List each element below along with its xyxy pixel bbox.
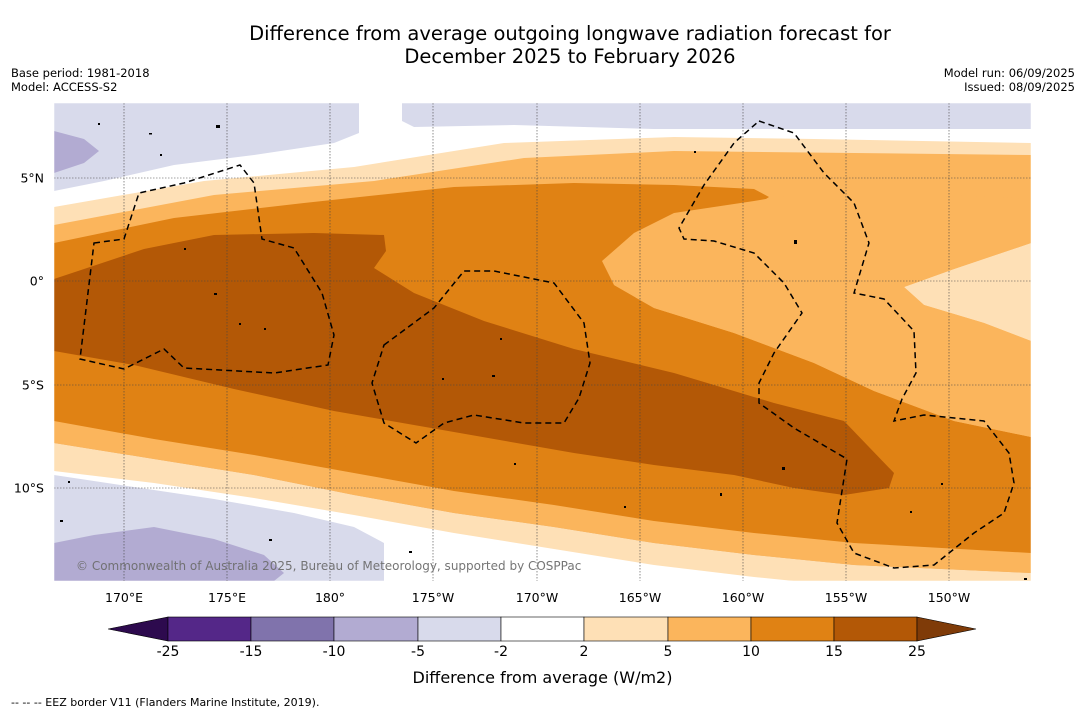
- positive-anomaly-east: [904, 243, 1031, 341]
- y-tick-5s: 5°S: [21, 377, 44, 393]
- x-tick-160w: 160°W: [721, 590, 765, 605]
- graticule: [54, 103, 1031, 581]
- copyright-notice: © Commonwealth of Australia 2025, Bureau…: [76, 559, 582, 573]
- anomaly-5-10-south: [54, 421, 1031, 573]
- y-tick-5n: 5°N: [20, 170, 44, 186]
- negative-anomaly-north-east: [402, 103, 1031, 129]
- base-period: Base period: 1981-2018: [11, 66, 150, 80]
- cb-tick-neg10: -10: [322, 644, 346, 660]
- colorbar-bin-neg5-neg2: [417, 616, 502, 642]
- y-tick-10s: 10°S: [13, 480, 44, 496]
- cb-tick-10: 10: [742, 644, 760, 660]
- colorbar-bin-neg25-neg15: [167, 616, 252, 642]
- eez-border-east: [678, 120, 1015, 569]
- cb-tick-neg5: -5: [411, 644, 425, 660]
- right-metadata: Model run: 06/09/2025 Issued: 08/09/2025: [944, 66, 1075, 94]
- cb-tick-5: 5: [663, 644, 673, 660]
- x-tick-150w: 150°W: [927, 590, 971, 605]
- colorbar-extend-high: [916, 616, 977, 642]
- olr-anomaly-map: [54, 103, 1031, 581]
- x-tick-155w: 155°W: [824, 590, 868, 605]
- colorbar-bin-neg10-neg5: [333, 616, 419, 642]
- cb-tick-neg2: -2: [494, 644, 508, 660]
- anomaly-10-15-south: [54, 395, 1031, 553]
- anomaly-15-25: [54, 233, 894, 495]
- colorbar-bin-2-5: [583, 616, 669, 642]
- eez-border-central: [371, 270, 591, 444]
- x-tick-170e: 170°E: [104, 590, 144, 605]
- colorbar-bin-5-10: [667, 616, 752, 642]
- x-tick-180: 180°: [314, 590, 346, 605]
- colorbar-bin-15-25: [833, 616, 918, 642]
- model-name: Model: ACCESS-S2: [11, 80, 118, 94]
- map-title: Difference from average outgoing longwav…: [0, 22, 1085, 68]
- y-tick-0: 0°: [29, 273, 44, 289]
- colorbar-label: Difference from average (W/m2): [412, 668, 673, 687]
- cb-tick-15: 15: [825, 644, 843, 660]
- title-line-1: Difference from average outgoing longwav…: [249, 22, 891, 45]
- eez-borders: [79, 120, 1015, 569]
- island-specks: [60, 123, 1027, 580]
- cb-tick-25: 25: [908, 644, 926, 660]
- colorbar: [108, 616, 977, 642]
- x-tick-170w: 170°W: [515, 590, 559, 605]
- issued-date: Issued: 08/09/2025: [964, 80, 1075, 94]
- anomaly-5-10-central: [602, 191, 1031, 437]
- strong-negative-north: [54, 131, 99, 173]
- left-metadata: Base period: 1981-2018 Model: ACCESS-S2: [11, 66, 150, 94]
- x-tick-175w: 175°W: [411, 590, 455, 605]
- model-run: Model run: 06/09/2025: [943, 66, 1075, 80]
- x-tick-165w: 165°W: [618, 590, 662, 605]
- cb-tick-neg25: -25: [156, 644, 180, 660]
- eez-border-west: [79, 164, 335, 374]
- title-line-2: December 2025 to February 2026: [404, 45, 736, 68]
- colorbar-extend-low: [108, 616, 169, 642]
- colorbar-bin-neg2-2: [500, 616, 585, 642]
- cb-tick-neg15: -15: [239, 644, 263, 660]
- strong-negative-south: [54, 527, 284, 581]
- eez-footnote: -- -- -- EEZ border V11 (Flanders Marine…: [11, 696, 320, 709]
- colorbar-bin-neg15-neg10: [250, 616, 335, 642]
- colorbar-bin-10-15: [750, 616, 835, 642]
- negative-anomaly-north: [54, 103, 359, 191]
- x-tick-175e: 175°E: [207, 590, 247, 605]
- cb-tick-2: 2: [579, 644, 589, 660]
